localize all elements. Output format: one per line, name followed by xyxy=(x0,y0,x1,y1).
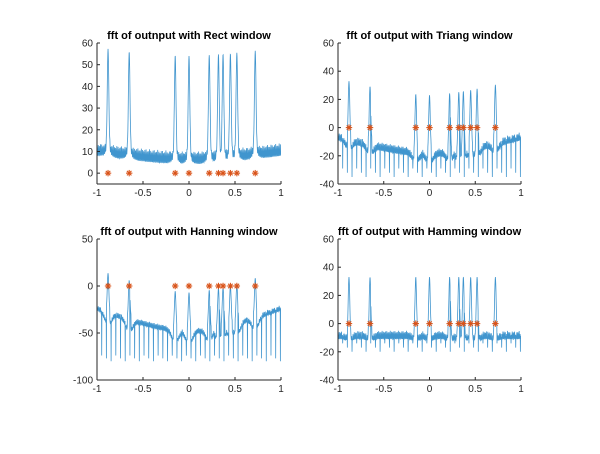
fft-trace xyxy=(97,273,281,362)
marker-point xyxy=(446,320,453,327)
y-tick-label: 60 xyxy=(323,39,335,50)
x-tick-label: 0.5 xyxy=(228,188,242,199)
marker-point xyxy=(206,282,213,290)
subplot-2: fft of output with Triang window -1 -0.5 0 0… xyxy=(320,30,525,199)
y-tick-label: 30 xyxy=(82,104,94,115)
y-tick-label: -100 xyxy=(73,376,93,387)
marker-point xyxy=(252,169,259,177)
y-tick-label: -20 xyxy=(320,151,335,162)
marker-point xyxy=(345,124,353,131)
y-tick-label: 0 xyxy=(328,319,334,330)
marker-point xyxy=(426,124,433,131)
subplot-3: fft of output with Hanning window -1 -0.5 0… xyxy=(73,226,284,395)
fft-trace xyxy=(338,276,521,352)
marker-point xyxy=(446,124,453,131)
subplot-4: fft of output with Hamming window -1 -0.5 0… xyxy=(320,226,525,395)
marker-point xyxy=(460,124,467,131)
marker-point xyxy=(455,124,462,131)
x-tick-label: 1 xyxy=(278,188,284,199)
marker-point xyxy=(366,320,374,327)
marker-point xyxy=(215,169,222,177)
y-tick-label: 10 xyxy=(82,147,94,158)
y-tick-label: 40 xyxy=(323,263,335,274)
y-tick-label: 0 xyxy=(87,169,93,180)
y-tick-label: -20 xyxy=(320,347,335,358)
marker-point xyxy=(104,169,112,177)
y-tick-label: 60 xyxy=(82,39,94,50)
marker-point xyxy=(233,169,241,177)
x-tick-label: 1 xyxy=(518,384,524,395)
marker-point xyxy=(206,169,213,177)
marker-point xyxy=(227,282,234,290)
x-tick-label: -0.5 xyxy=(134,188,152,199)
y-tick-label: 60 xyxy=(323,235,335,246)
marker-point xyxy=(473,124,481,131)
marker-point xyxy=(426,320,433,327)
marker-point xyxy=(366,124,374,131)
chart-title: fft of outnput with Rect window xyxy=(107,30,271,42)
y-tick-label: -40 xyxy=(320,180,335,191)
y-tick-label: 20 xyxy=(82,125,94,136)
marker-point xyxy=(252,282,259,290)
x-tick-label: -1 xyxy=(334,384,343,395)
x-tick-label: 0.5 xyxy=(468,384,482,395)
marker-point xyxy=(412,124,419,131)
marker-point xyxy=(172,169,179,177)
y-tick-label: 40 xyxy=(323,67,335,78)
marker-point xyxy=(219,169,227,177)
x-tick-label: -0.5 xyxy=(375,188,393,199)
marker-point xyxy=(219,282,227,290)
chart-title: fft of output with Hanning window xyxy=(100,226,278,238)
y-tick-label: 20 xyxy=(323,291,335,302)
marker-point xyxy=(460,320,467,327)
marker-point xyxy=(467,124,474,131)
y-tick-label: 40 xyxy=(82,82,94,93)
marker-point xyxy=(467,320,474,327)
x-tick-label: 0.5 xyxy=(468,188,482,199)
x-tick-label: 1 xyxy=(518,188,524,199)
marker-point xyxy=(492,320,499,327)
marker-point xyxy=(185,282,193,290)
subplot-1: fft of outnput with Rect window -1 -0.5 0 0.… xyxy=(82,30,284,199)
x-tick-label: 0.5 xyxy=(228,384,242,395)
marker-point xyxy=(227,169,234,177)
x-tick-label: -1 xyxy=(334,188,343,199)
fft-trace xyxy=(338,81,521,177)
y-tick-label: 20 xyxy=(323,95,335,106)
y-tick-label: 50 xyxy=(82,235,94,246)
x-tick-label: 0 xyxy=(186,384,192,395)
x-tick-label: -1 xyxy=(93,384,102,395)
marker-point xyxy=(104,282,112,290)
marker-point xyxy=(492,124,499,131)
x-tick-label: -0.5 xyxy=(375,384,393,395)
chart-title: fft of output with Triang window xyxy=(346,30,513,42)
marker-point xyxy=(412,320,419,327)
y-tick-label: 0 xyxy=(87,282,93,293)
y-tick-label: -40 xyxy=(320,376,335,387)
marker-point xyxy=(345,320,353,327)
chart-title: fft of output with Hamming window xyxy=(338,226,522,238)
marker-point xyxy=(473,320,481,327)
fft-trace xyxy=(97,48,281,164)
x-tick-label: -1 xyxy=(93,188,102,199)
x-tick-label: 0 xyxy=(427,188,433,199)
x-tick-label: 1 xyxy=(278,384,284,395)
x-tick-label: 0 xyxy=(427,384,433,395)
marker-point xyxy=(126,169,133,177)
y-tick-label: -50 xyxy=(79,329,94,340)
marker-point xyxy=(172,282,179,290)
marker-point xyxy=(126,282,133,290)
y-tick-label: 50 xyxy=(82,60,94,71)
marker-point xyxy=(185,169,193,177)
x-tick-label: -0.5 xyxy=(134,384,152,395)
marker-point xyxy=(233,282,241,290)
x-tick-label: 0 xyxy=(186,188,192,199)
y-tick-label: 0 xyxy=(328,123,334,134)
